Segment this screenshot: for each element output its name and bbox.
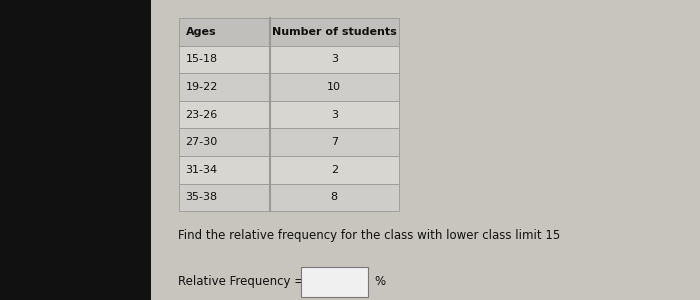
Bar bbox=[270, 184, 399, 211]
Text: 3: 3 bbox=[330, 54, 337, 64]
Text: 27-30: 27-30 bbox=[186, 137, 218, 147]
Text: 23-26: 23-26 bbox=[186, 110, 218, 120]
Text: 3: 3 bbox=[330, 110, 337, 120]
Text: 8: 8 bbox=[330, 192, 338, 203]
Bar bbox=[178, 101, 270, 128]
Text: 31-34: 31-34 bbox=[186, 165, 218, 175]
Bar bbox=[301, 267, 368, 297]
Bar bbox=[270, 18, 399, 46]
Bar bbox=[270, 101, 399, 128]
Text: 35-38: 35-38 bbox=[186, 192, 218, 203]
Bar bbox=[178, 18, 270, 46]
Bar bbox=[178, 46, 270, 73]
Text: 7: 7 bbox=[330, 137, 338, 147]
Bar bbox=[178, 128, 270, 156]
Text: %: % bbox=[374, 275, 386, 288]
Text: Find the relative frequency for the class with lower class limit 15: Find the relative frequency for the clas… bbox=[178, 229, 561, 242]
Bar bbox=[270, 128, 399, 156]
Text: Relative Frequency =: Relative Frequency = bbox=[178, 275, 304, 288]
Bar bbox=[270, 73, 399, 101]
Text: Ages: Ages bbox=[186, 27, 216, 37]
Bar bbox=[178, 73, 270, 101]
Bar bbox=[270, 46, 399, 73]
Text: Number of students: Number of students bbox=[272, 27, 397, 37]
Bar bbox=[178, 156, 270, 184]
Text: 19-22: 19-22 bbox=[186, 82, 218, 92]
Bar bbox=[270, 156, 399, 184]
Text: 10: 10 bbox=[328, 82, 342, 92]
Bar bbox=[178, 184, 270, 211]
Text: 2: 2 bbox=[330, 165, 338, 175]
Text: 15-18: 15-18 bbox=[186, 54, 218, 64]
